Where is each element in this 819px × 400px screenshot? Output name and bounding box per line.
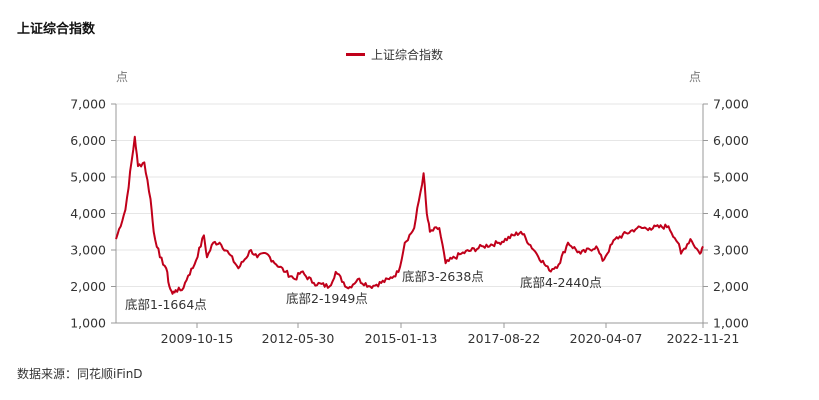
right-axis-tick-label: 7,000 <box>713 97 749 112</box>
right-axis-tick-label: 3,000 <box>713 243 749 258</box>
x-axis-tick-label: 2009-10-15 <box>161 331 234 346</box>
left-axis-tick-label: 1,000 <box>70 316 106 331</box>
x-axis-tick-label: 2012-05-30 <box>262 331 335 346</box>
legend-line-icon <box>346 53 365 56</box>
left-axis-tick-label: 2,000 <box>70 279 106 294</box>
left-axis-tick-label: 4,000 <box>70 206 106 221</box>
left-axis-tick-label: 7,000 <box>70 97 106 112</box>
data-source: 数据来源：同花顺iFinD <box>17 367 143 381</box>
right-axis-tick-label: 2,000 <box>713 279 749 294</box>
left-axis-unit: 点 <box>116 70 129 84</box>
right-axis-tick-label: 4,000 <box>713 206 749 221</box>
right-axis-tick-label: 5,000 <box>713 170 749 185</box>
bottom-annotation: 底部1-1664点 <box>125 297 207 312</box>
x-axis-tick-label: 2015-01-13 <box>365 331 438 346</box>
bottom-annotation: 底部2-1949点 <box>286 291 368 306</box>
x-axis-tick-label: 2022-11-21 <box>667 331 740 346</box>
bottom-annotation: 底部4-2440点 <box>520 275 602 290</box>
left-axis-tick-label: 6,000 <box>70 133 106 148</box>
right-axis-tick-label: 1,000 <box>713 316 749 331</box>
legend-label: 上证综合指数 <box>371 48 444 62</box>
bottom-annotation: 底部3-2638点 <box>402 269 484 284</box>
left-axis-tick-label: 5,000 <box>70 170 106 185</box>
page-title: 上证综合指数 <box>17 22 96 37</box>
left-axis-tick-label: 3,000 <box>70 243 106 258</box>
right-axis-tick-label: 6,000 <box>713 133 749 148</box>
chart-legend[interactable]: 上证综合指数 <box>346 46 443 63</box>
index-line-series <box>115 135 704 295</box>
right-axis-unit: 点 <box>689 70 702 84</box>
x-axis-tick-label: 2017-08-22 <box>468 331 541 346</box>
x-axis-tick-label: 2020-04-07 <box>570 331 643 346</box>
